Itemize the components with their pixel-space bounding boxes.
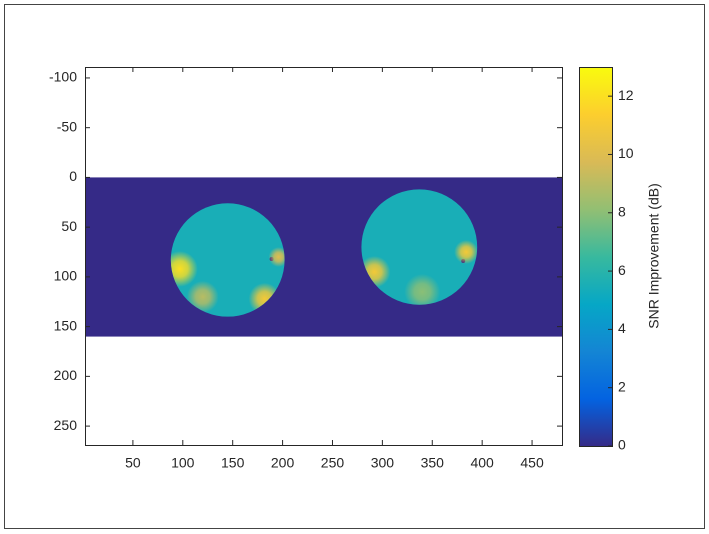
image-spot — [454, 240, 478, 264]
plot-area: 50 100 150 200 250 300 350 400 450 -100 -50 0 50 100 1… — [49, 67, 563, 471]
y-tick-label: 50 — [61, 218, 77, 234]
colorbar-tick-label: 0 — [618, 437, 626, 453]
colorbar-tick-label: 4 — [618, 320, 626, 336]
colorbar — [579, 67, 613, 447]
x-tick-label: 450 — [520, 455, 544, 471]
x-tick-label: 250 — [321, 455, 345, 471]
x-tick-label: 50 — [125, 455, 141, 471]
x-tick-label: 200 — [271, 455, 295, 471]
colorbar-tick-label: 8 — [618, 203, 626, 219]
y-tick-label: -50 — [57, 118, 77, 134]
colorbar-label: SNR Improvement (dB) — [646, 183, 662, 328]
y-tick-label: 200 — [54, 367, 78, 383]
axes-box — [85, 67, 563, 446]
x-tick-label: 400 — [470, 455, 494, 471]
image-spot — [268, 247, 289, 267]
x-tick-label: 350 — [421, 455, 445, 471]
image-background — [85, 177, 562, 337]
y-tick-label: 100 — [54, 268, 78, 284]
colorbar-tick-label: 12 — [618, 87, 634, 103]
x-tick-label: 100 — [171, 455, 195, 471]
colorbar-tick-label: 2 — [618, 378, 626, 394]
y-tick-label: -100 — [49, 69, 77, 85]
image — [85, 177, 562, 337]
colorbar-tick-label: 10 — [618, 145, 634, 161]
x-tick-label: 150 — [221, 455, 245, 471]
y-tick-label: 0 — [69, 168, 77, 184]
image-disc — [361, 189, 478, 305]
image-spot — [186, 280, 219, 313]
y-tick-label: 150 — [54, 317, 78, 333]
y-tick-label: 250 — [54, 417, 78, 433]
image-spot — [404, 273, 441, 310]
x-tick-label: 300 — [371, 455, 395, 471]
colorbar-tick-label: 6 — [618, 262, 626, 278]
